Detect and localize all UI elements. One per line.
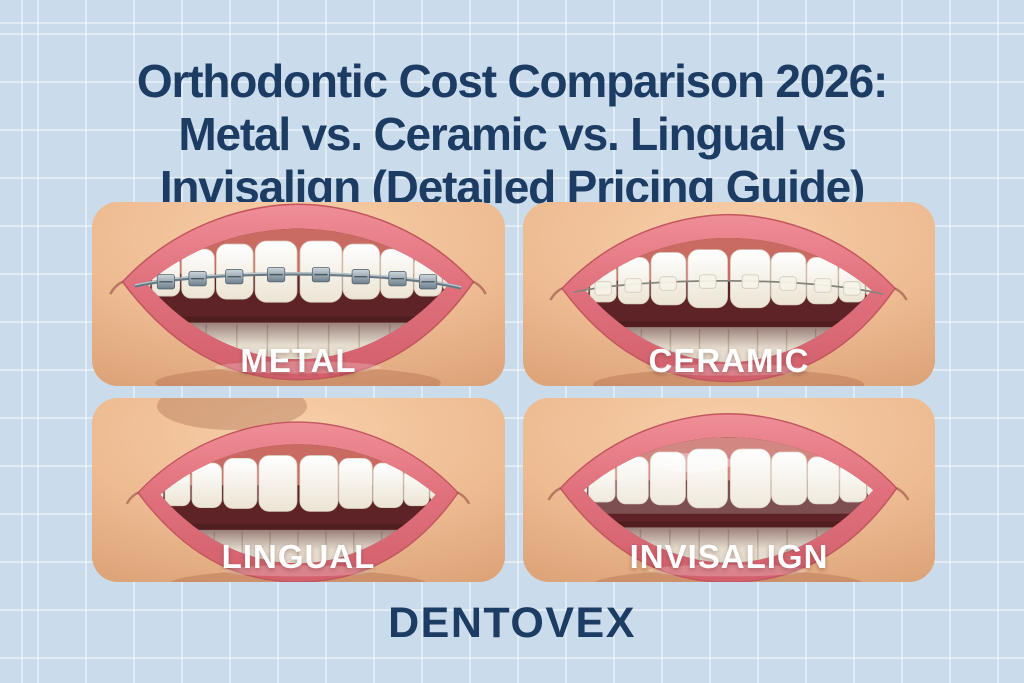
brand-logo: DENTOVEX	[388, 599, 636, 647]
panel-label-ceramic: CERAMIC	[648, 342, 810, 379]
panel-label-invisalign: INVISALIGN	[629, 538, 829, 575]
panel-label-lingual: LINGUAL	[221, 538, 376, 575]
panel-label-metal: METAL	[240, 342, 357, 379]
panel-ceramic: CERAMIC	[523, 202, 935, 386]
panel-invisalign: INVISALIGN	[523, 398, 935, 582]
invisalign-smile-photo	[523, 398, 935, 582]
lingual-braces-smile-photo	[92, 398, 505, 582]
metal-braces-smile-photo	[92, 202, 505, 386]
comparison-grid: METAL CERAMIC LINGUAL	[92, 202, 935, 582]
panel-lingual: LINGUAL	[92, 398, 505, 582]
ceramic-braces-smile-photo	[523, 202, 935, 386]
title-line-1: Orthodontic Cost Comparison 2026:	[136, 54, 888, 107]
nose-shadow	[157, 398, 307, 430]
panel-metal: METAL	[92, 202, 505, 386]
title-line-2: Metal vs. Ceramic vs. Lingual vs	[178, 107, 846, 160]
page-title: Orthodontic Cost Comparison 2026: Metal …	[0, 55, 1024, 214]
smile-with-clear-aligners	[549, 414, 909, 582]
